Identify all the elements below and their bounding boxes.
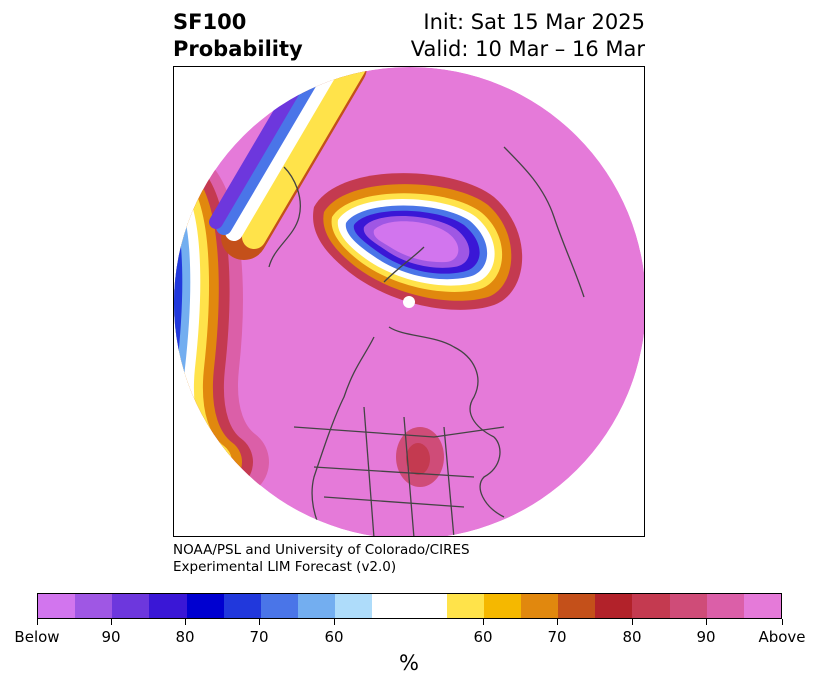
probability-map (173, 66, 645, 537)
colorbar-segment (446, 594, 484, 618)
colorbar-tick-label: Above (758, 628, 806, 646)
colorbar-segment (38, 594, 76, 618)
colorbar-segment (483, 594, 522, 618)
north-pole-marker (403, 296, 415, 308)
credit-line-1: NOAA/PSL and University of Colorado/CIRE… (173, 542, 470, 558)
colorbar-tick (111, 619, 112, 625)
colorbar (37, 593, 782, 619)
colorbar-tick-label: 80 (622, 628, 642, 646)
colorbar-tick (483, 619, 484, 625)
colorbar-tick (37, 619, 38, 625)
colorbar-tick (259, 619, 260, 625)
colorbar-segment (112, 594, 150, 618)
colorbar-tick-label: 80 (175, 628, 195, 646)
colorbar-tick (632, 619, 633, 625)
colorbar-segment (75, 594, 113, 618)
colorbar-tick-label: 90 (696, 628, 716, 646)
colorbar-segment (260, 594, 299, 618)
colorbar-segment (335, 594, 373, 618)
colorbar-segment (706, 594, 744, 618)
product-title: Probability (173, 37, 303, 61)
colorbar-segment (372, 594, 447, 618)
credit-line-2: Experimental LIM Forecast (v2.0) (173, 559, 397, 575)
colorbar-segment (595, 594, 633, 618)
arctic-below-anomaly (313, 173, 523, 310)
colorbar-segment (743, 594, 782, 618)
variable-title: SF100 (173, 10, 247, 34)
colorbar-tick-label: 70 (547, 628, 567, 646)
colorbar-tick-label: 70 (249, 628, 269, 646)
colorbar-segment (298, 594, 336, 618)
colorbar-segment (558, 594, 596, 618)
colorbar-tick (185, 619, 186, 625)
colorbar-tick-label: 90 (101, 628, 121, 646)
valid-range: Valid: 10 Mar – 16 Mar (410, 37, 645, 61)
map-svg (174, 67, 644, 536)
colorbar-segment (186, 594, 224, 618)
init-date: Init: Sat 15 Mar 2025 (423, 10, 645, 34)
colorbar-tick (557, 619, 558, 625)
colorbar-segment (669, 594, 707, 618)
colorbar-tick-label: 60 (473, 628, 493, 646)
colorbar-tick-label: 60 (324, 628, 344, 646)
colorbar-unit: % (399, 651, 419, 675)
colorbar-tick (782, 619, 783, 625)
colorbar-segment (521, 594, 559, 618)
colorbar-segment (632, 594, 670, 618)
colorbar-segment (149, 594, 187, 618)
colorbar-tick-label: Below (14, 628, 60, 646)
colorbar-tick (334, 619, 335, 625)
colorbar-tick (706, 619, 707, 625)
coastlines (268, 146, 585, 536)
colorbar-segment (223, 594, 261, 618)
